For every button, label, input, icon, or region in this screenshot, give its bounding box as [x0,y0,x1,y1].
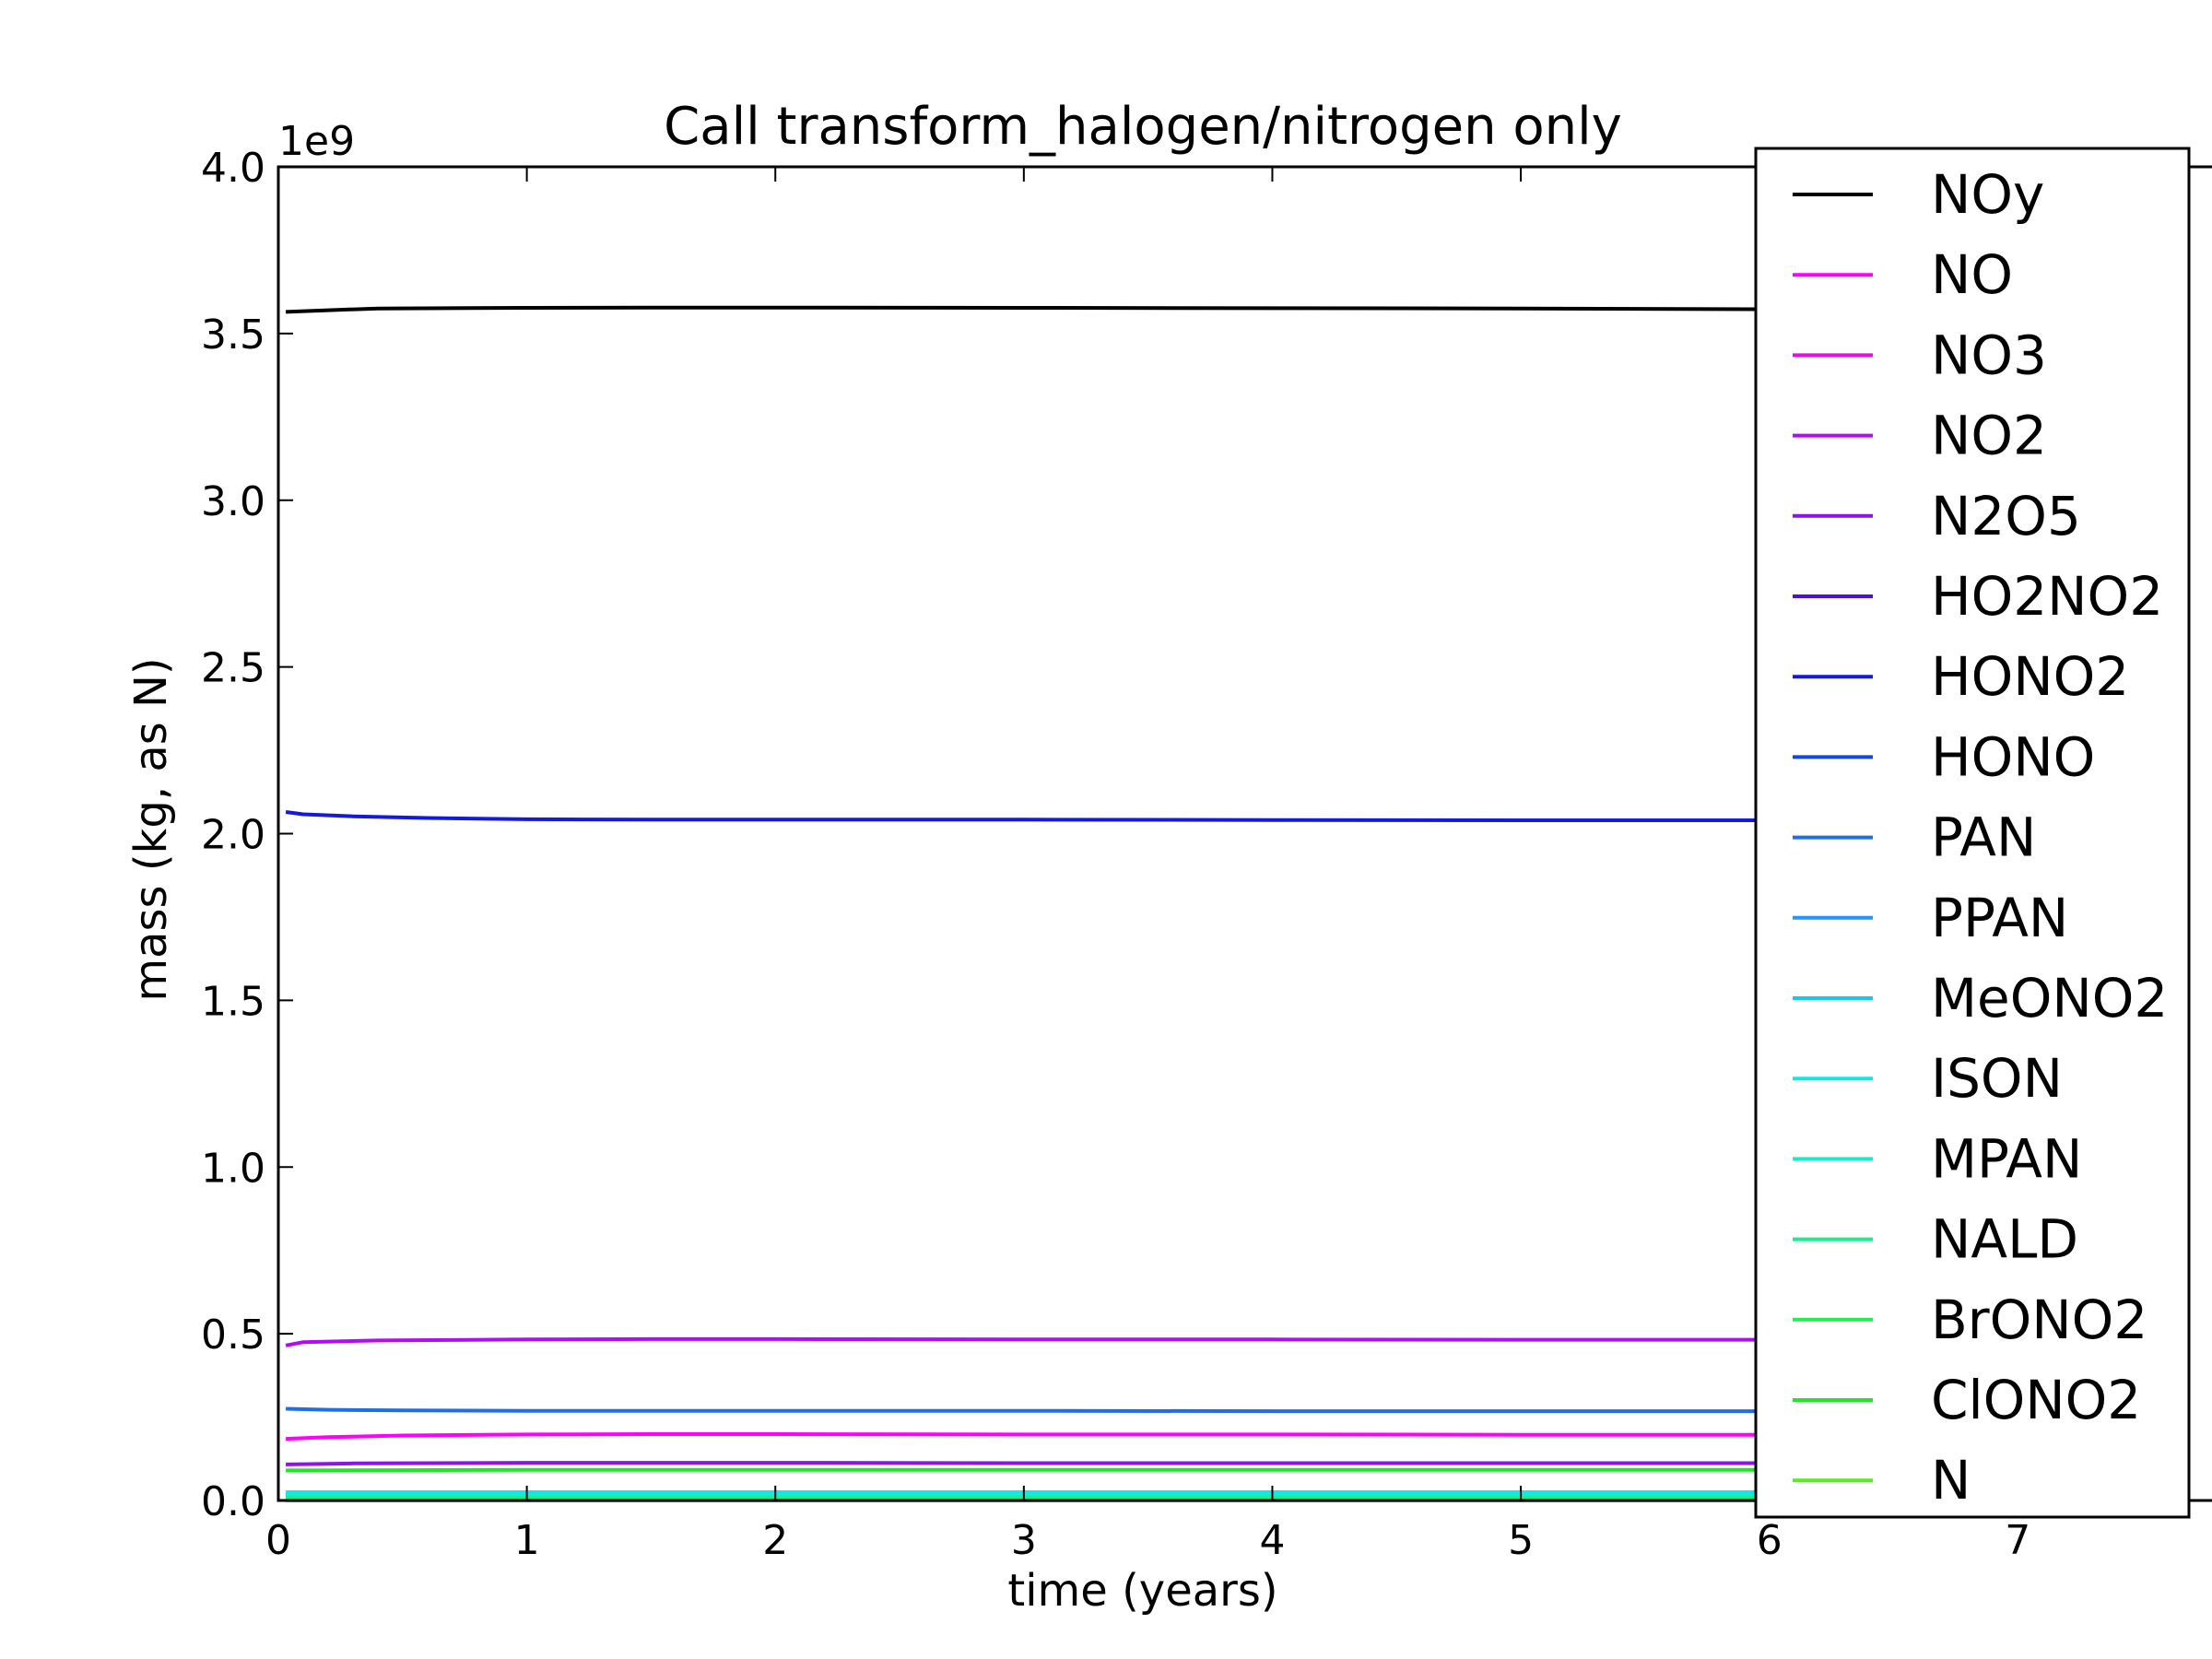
legend-label: ISON [1931,1047,2063,1110]
legend-label: HONO [1931,725,2095,788]
y-tick-label: 4.0 [201,145,265,192]
y-tick-label: 2.5 [201,645,265,692]
x-tick-label: 5 [1508,1517,1534,1564]
legend-item: NO3 [1793,324,2047,386]
x-axis-label: time (years) [1007,1565,1277,1617]
y-tick-label: 3.0 [201,478,265,525]
legend-label: HONO2 [1931,645,2129,708]
legend-label: BrONO2 [1931,1288,2147,1351]
y-offset-label: 1e9 [278,118,355,165]
legend-item: N [1793,1449,1971,1512]
legend-item: MPAN [1793,1127,2082,1190]
legend-label: NALD [1931,1208,2078,1271]
legend-item: NALD [1793,1208,2078,1271]
series-line-n2o5 [286,1461,1770,1466]
legend-label: N2O5 [1931,485,2081,547]
series-line-clono2 [286,1467,1770,1473]
y-axis-label: mass (kg, as N) [125,657,177,1001]
legend-item: HONO [1793,725,2095,788]
legend-label: NO [1931,243,2013,306]
series-line-hono2 [285,810,1770,822]
legend-item: HONO2 [1793,645,2129,708]
x-tick-label: 2 [762,1517,788,1564]
legend-item: NO2 [1793,405,2047,467]
y-tick-label: 0.5 [201,1312,265,1359]
legend-item: HO2NO2 [1793,565,2163,628]
legend-item: PPAN [1793,887,2068,949]
series-line-noy [286,305,1770,314]
x-ticks: 0 1 2 3 4 5 6 7 [265,167,2030,1564]
y-tick-label: 2.0 [201,812,265,859]
legend-item: MeONO2 [1793,967,2168,1030]
legend: NOy NO NO3 NO2 N2O5 HO2NO2 HONO2 HONO PAN PPAN MeO… [1754,147,2191,1519]
x-tick-label: 6 [1757,1517,1783,1564]
legend-item: BrONO2 [1793,1288,2147,1351]
legend-label: NOy [1931,163,2044,226]
x-tick-label: 0 [265,1517,291,1564]
chart-title: Call transform_halogen/nitrogen only [664,97,1622,157]
legend-label: ClONO2 [1931,1369,2141,1431]
series-line-no [286,1432,1770,1441]
y-ticks: 0.0 0.5 1.0 1.5 2.0 2.5 3.0 3.5 4.0 [201,145,293,1525]
x-tick-label: 7 [2005,1517,2030,1564]
legend-label: HO2NO2 [1931,565,2163,628]
legend-label: NO3 [1931,324,2047,386]
legend-label: MeONO2 [1931,967,2168,1030]
y-tick-label: 1.5 [201,978,265,1025]
series-line-pan [286,1406,1770,1414]
plot-area: 0 1 2 3 4 5 6 70.00.51.01.52.02.53.03.54.0 NOyNO… [201,145,2212,1564]
legend-item: N2O5 [1793,485,2081,547]
series-line-no2 [285,1336,1770,1347]
legend-item: ISON [1793,1047,2063,1110]
x-tick-label: 1 [514,1517,540,1564]
legend-box [1754,147,2191,1519]
legend-item: PAN [1793,806,2036,869]
legend-label: NO2 [1931,405,2047,467]
x-tick-label: 4 [1259,1517,1285,1564]
y-tick-label: 3.5 [201,312,265,359]
legend-label: PPAN [1931,887,2068,949]
legend-item: ClONO2 [1793,1369,2141,1431]
legend-label: PAN [1931,806,2036,869]
x-tick-label: 3 [1011,1517,1037,1564]
y-tick-label: 0.0 [201,1478,265,1525]
legend-item: NOy [1793,163,2044,226]
legend-item: NO [1793,243,2013,306]
y-tick-label: 1.0 [201,1145,265,1192]
legend-label: N [1931,1449,1971,1512]
legend-label: MPAN [1931,1127,2082,1190]
